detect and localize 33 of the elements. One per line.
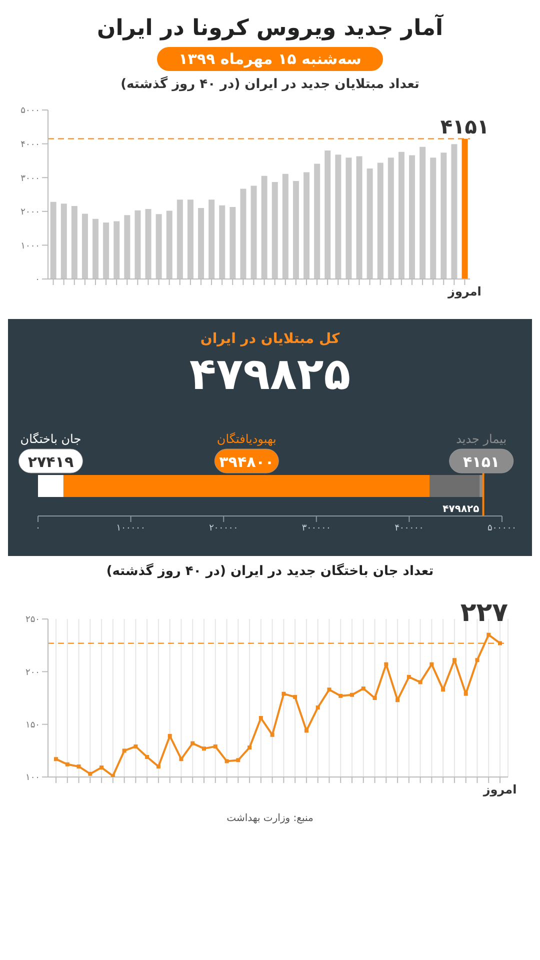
ref-line-label: ۴۷۹۸۲۵	[442, 504, 480, 515]
y-tick-label: ۱۵۰	[25, 720, 40, 731]
text: جان باختگان	[20, 432, 82, 446]
x-tick-label: ۳۰۰۰۰۰	[302, 523, 331, 534]
y-tick-label: ۱۰۰۰	[20, 241, 40, 252]
y-tick-label: ۰	[35, 275, 40, 286]
data-label: ۴۱۵۱	[463, 453, 500, 471]
text: بیمار جدید	[456, 432, 507, 446]
data-label: ۳۹۴۸۰۰	[219, 453, 274, 471]
text: منبع: وزارت بهداشت	[226, 813, 314, 824]
y-tick-label: ۲۰۰	[25, 668, 40, 678]
text: تعداد مبتلایان جدید در ایران (در ۴۰ روز گذشته)	[120, 77, 420, 92]
y-tick-label: ۲۵۰	[25, 615, 40, 626]
chart-subtitle: ۴۷۹۸۲۵	[188, 349, 352, 400]
x-tick-label: ۱۰۰۰۰۰	[116, 523, 146, 534]
chart-title: تعداد جان باختگان جدید در ایران (در ۴۰ روز گذشته)	[105, 564, 435, 579]
chart-subtitle: سه‌شنبه ۱۵ مهرماه ۱۳۹۹	[156, 47, 384, 71]
x-tick-label: ۴۰۰۰۰۰	[394, 523, 424, 534]
text: بهبودیافتگان	[216, 432, 276, 446]
y-tick-label: ۲۰۰۰	[20, 208, 40, 218]
x-tick-label: ۲۰۰۰۰۰	[209, 523, 238, 534]
chart-title: کل مبتلایان در ایران	[199, 331, 341, 347]
x-tick-label: ۵۰۰۰۰۰	[487, 523, 517, 534]
y-tick-label: ۱۰۰	[25, 773, 40, 784]
data-label: ۴۱۵۱	[440, 114, 490, 139]
y-tick-label: ۴۰۰۰	[20, 140, 40, 150]
chart-title: آمار جدید ویروس کرونا در ایران	[96, 16, 444, 41]
data-label: ۲۲۷	[460, 598, 508, 628]
y-tick-label: ۳۰۰۰	[20, 174, 40, 184]
x-tick-label: امروز	[482, 782, 517, 797]
y-tick-label: ۵۰۰۰	[20, 106, 40, 116]
x-tick-label: امروز	[447, 284, 482, 299]
data-label: ۲۷۴۱۹	[28, 453, 74, 471]
